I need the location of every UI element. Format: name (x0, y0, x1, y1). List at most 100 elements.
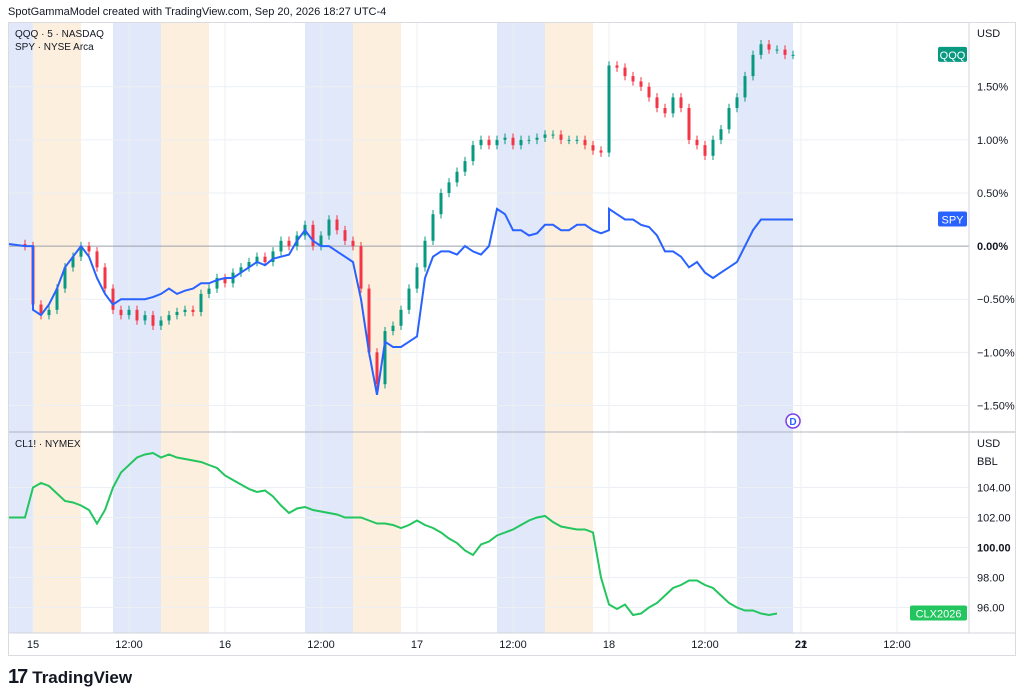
chart-canvas[interactable]: 1.50% 1.00% 0.50% 0.00% −0.50% −1.00% −1.50% 10… (8, 23, 1015, 655)
qqq-candle (535, 137, 539, 140)
qqq-candle (783, 49, 787, 55)
qqq-candle (455, 171, 459, 183)
qqq-candle (343, 230, 347, 241)
qqq-candle (543, 134, 547, 138)
currency-label: USD (977, 438, 1000, 450)
chart-frame[interactable]: 1.50% 1.00% 0.50% 0.00% −0.50% −1.00% −1.50% 10… (8, 22, 1016, 656)
qqq-candle (567, 139, 571, 141)
qqq-candle (463, 161, 467, 172)
x-tick-label: 15 (27, 639, 39, 651)
qqq-candle (615, 65, 619, 68)
qqq-candle (175, 311, 179, 316)
qqq-candle (95, 251, 99, 268)
qqq-candle (687, 107, 691, 140)
qqq-candle (87, 246, 91, 252)
x-tick-label: 16 (219, 639, 231, 651)
qqq-candle (599, 150, 603, 153)
qqq-candle (495, 139, 499, 146)
qqq-candle (719, 129, 723, 140)
x-tick-label: 12:00 (115, 639, 143, 651)
cl-line (9, 451, 778, 617)
qqq-candle (431, 214, 435, 241)
tradingview-logo-icon: 17 (8, 666, 28, 688)
qqq-candle (103, 267, 107, 289)
session-band (161, 23, 209, 633)
qqq-candle (391, 325, 395, 332)
qqq-candle (727, 107, 731, 130)
qqq-candle (559, 134, 563, 140)
qqq-candle (607, 65, 611, 151)
qqq-candle (151, 315, 155, 326)
qqq-candle (255, 256, 259, 263)
y-tick-label: −1.50% (977, 400, 1015, 412)
y-tick-label: 1.00% (977, 135, 1008, 147)
qqq-candle (439, 192, 443, 215)
qqq-candle (55, 288, 59, 310)
qqq-candle (287, 240, 291, 247)
grid-lines (9, 23, 969, 633)
qqq-candle (575, 139, 579, 141)
qqq-candle (223, 277, 227, 284)
session-band (497, 23, 545, 633)
qqq-candle (487, 139, 491, 146)
qqq-candle (407, 288, 411, 310)
qqq-candle (759, 44, 763, 55)
qqq-candle (383, 331, 387, 385)
qqq-candle (767, 44, 771, 50)
qqq-candle (359, 246, 363, 289)
qqq-candle (119, 309, 123, 316)
y-tick-label: 98.00 (977, 573, 1005, 585)
y-tick-label: 0.00% (977, 241, 1008, 253)
tradingview-logo[interactable]: 17 TradingView (8, 666, 132, 689)
qqq-candle (111, 288, 115, 310)
x-tick-label: 22 (795, 639, 807, 651)
x-tick-label: 12:00 (883, 639, 911, 651)
qqq-candle (519, 139, 523, 146)
qqq-candle (167, 315, 171, 321)
y-tick-label: −1.00% (977, 347, 1015, 359)
cl-price-tag-bg (910, 605, 967, 621)
qqq-candle (423, 240, 427, 268)
legend-entry: QQQ · 5 · NASDAQ (15, 29, 104, 40)
qqq-candle (695, 139, 699, 146)
legend-entry: CL1! · NYMEX (15, 439, 81, 450)
qqq-candle (503, 137, 507, 140)
qqq-candle (279, 240, 283, 252)
x-tick-label: 12:00 (691, 639, 719, 651)
dividend-marker-icon (785, 413, 801, 429)
qqq-candle (199, 293, 203, 312)
session-band (33, 23, 81, 633)
x-tick-label: 12:00 (307, 639, 335, 651)
spy-line (8, 207, 793, 395)
qqq-candle (183, 309, 187, 312)
labels: 1.50% 1.00% 0.50% 0.00% −0.50% −1.00% −1.50% 10… (15, 28, 1015, 651)
qqq-candle (711, 139, 715, 156)
x-tick-label: 17 (411, 639, 423, 651)
chart-caption: SpotGammaModel created with TradingView.… (8, 6, 387, 18)
qqq-candle (135, 309, 139, 321)
qqq-candle (311, 224, 315, 247)
qqq-price-tag-bg (938, 46, 967, 62)
qqq-candle (367, 288, 371, 353)
qqq-candle (127, 309, 131, 316)
y-tick-label: 0.50% (977, 188, 1008, 200)
axes (9, 23, 1015, 634)
qqq-candle (375, 352, 379, 385)
session-band (113, 23, 161, 633)
qqq-candle (39, 304, 43, 316)
qqq-candle (743, 76, 747, 98)
qqq-candle (319, 235, 323, 247)
dividend-marker-label: D (789, 417, 796, 428)
qqq-candle (327, 219, 331, 236)
x-tick-label: 12:00 (499, 639, 527, 651)
qqq-candle (751, 54, 755, 77)
qqq-candle (591, 145, 595, 151)
qqq-candle (663, 107, 667, 114)
qqq-candle (647, 86, 651, 98)
spy-price-tag: SPY (941, 215, 964, 227)
qqq-candle (471, 145, 475, 162)
qqq-candle (679, 97, 683, 108)
qqq-candle (479, 139, 483, 146)
qqq-candle (191, 309, 195, 312)
session-band (545, 23, 593, 633)
